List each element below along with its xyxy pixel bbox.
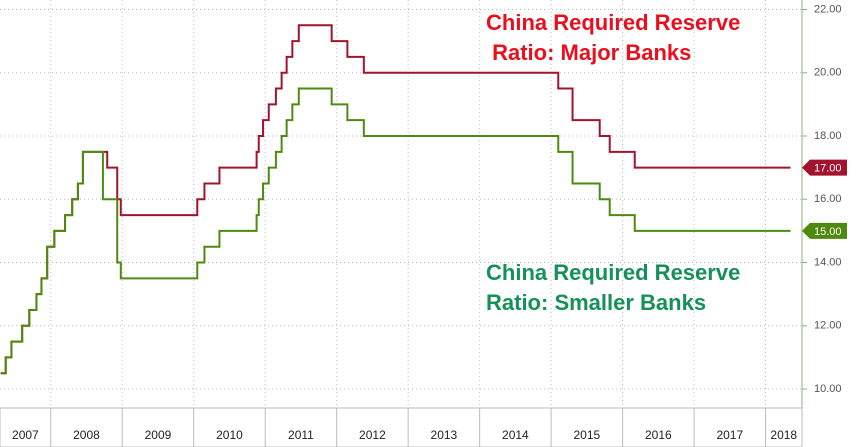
annotation: China Required Reserve bbox=[486, 260, 740, 285]
y-tick-label: 20.00 bbox=[814, 67, 842, 79]
y-tick-label: 18.00 bbox=[814, 130, 842, 142]
y-tick-label: 10.00 bbox=[814, 383, 842, 395]
x-tick-label: 2011 bbox=[288, 428, 314, 442]
y-tick-label: 14.00 bbox=[814, 256, 842, 268]
y-tick-label: 22.00 bbox=[814, 3, 842, 15]
annotation: Ratio: Major Banks bbox=[486, 40, 691, 65]
x-tick-label: 2012 bbox=[359, 428, 386, 442]
x-tick-label: 2013 bbox=[431, 428, 458, 442]
x-tick-label: 2017 bbox=[716, 428, 743, 442]
y-tick-label: 16.00 bbox=[814, 193, 842, 205]
annotation: China Required Reserve bbox=[486, 10, 740, 35]
x-tick-label: 2016 bbox=[645, 428, 672, 442]
x-tick-label: 2015 bbox=[573, 428, 600, 442]
x-tick-label: 2009 bbox=[145, 428, 172, 442]
end-label-box bbox=[802, 222, 847, 239]
x-tick-label: 2014 bbox=[502, 428, 529, 442]
x-tick-label: 2007 bbox=[12, 428, 39, 442]
x-tick-label: 2008 bbox=[73, 428, 100, 442]
y-tick-label: 12.00 bbox=[814, 320, 842, 332]
end-label: 15.00 bbox=[814, 226, 842, 238]
series-line bbox=[0, 87, 791, 375]
annotation: Ratio: Smaller Banks bbox=[486, 290, 706, 315]
x-axis-band bbox=[0, 407, 803, 447]
end-label: 17.00 bbox=[814, 163, 842, 175]
x-tick-label: 2010 bbox=[216, 428, 243, 442]
end-label-box bbox=[802, 159, 847, 176]
x-tick-label: 2018 bbox=[770, 428, 797, 442]
